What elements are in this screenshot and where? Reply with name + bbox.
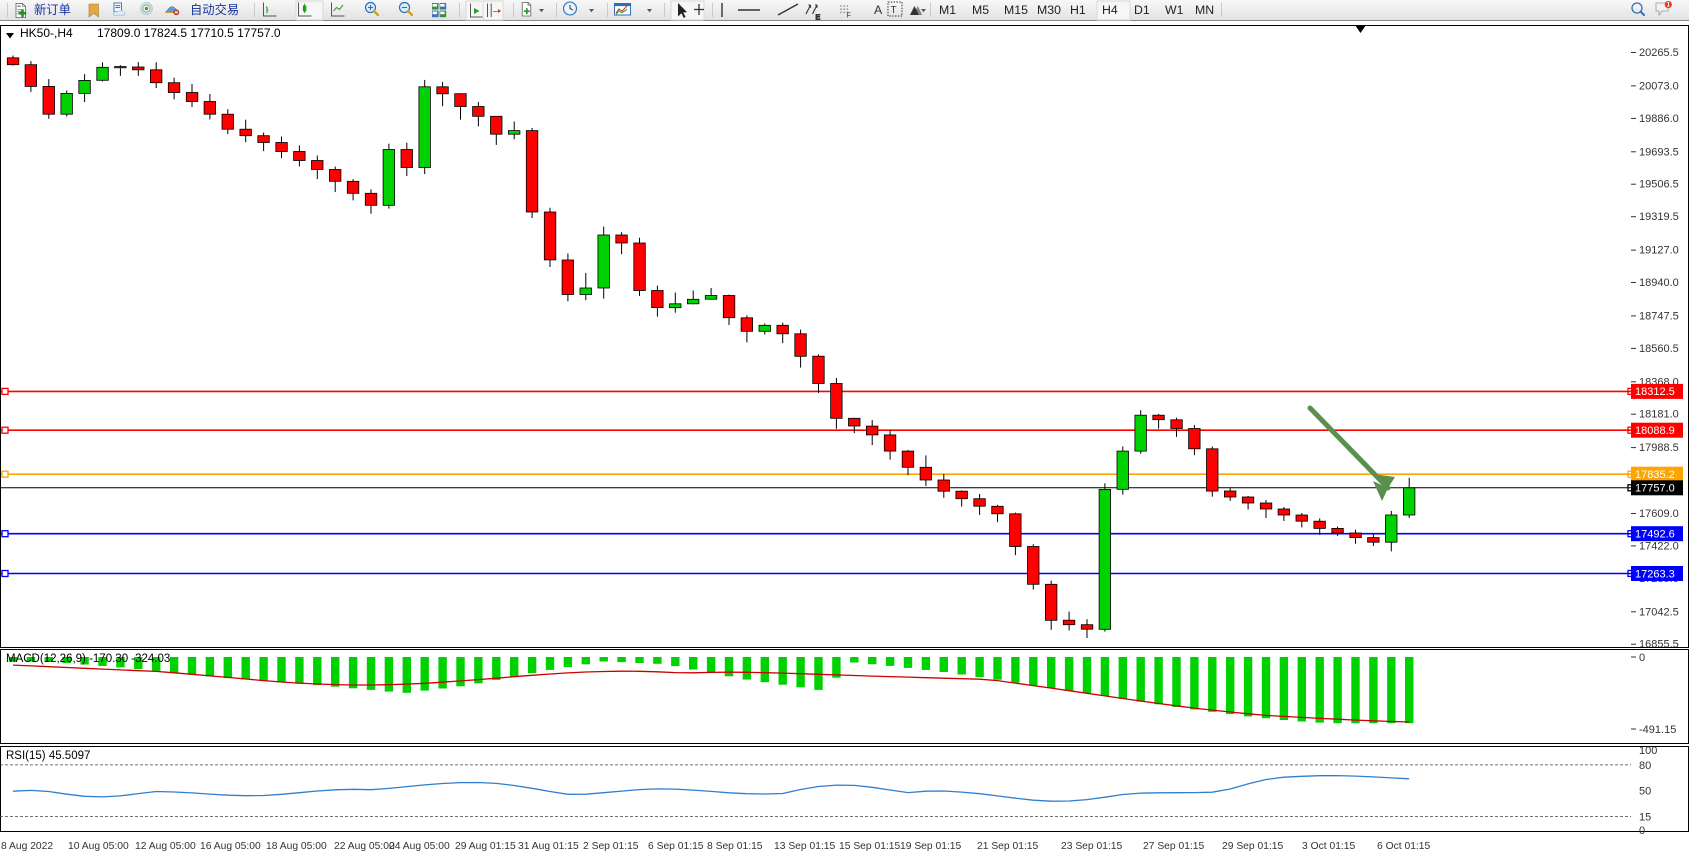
svg-text:12 Aug 05:00: 12 Aug 05:00: [135, 841, 196, 852]
svg-text:H4: H4: [1102, 3, 1118, 17]
svg-text:-491.15: -491.15: [1639, 724, 1676, 736]
svg-text:20073.0: 20073.0: [1639, 80, 1679, 92]
svg-text:M5: M5: [972, 3, 989, 17]
svg-text:W1: W1: [1165, 3, 1184, 17]
svg-text:6 Oct 01:15: 6 Oct 01:15: [1377, 841, 1431, 852]
svg-text:19886.0: 19886.0: [1639, 113, 1679, 125]
svg-text:D1: D1: [1134, 3, 1150, 17]
svg-text:10 Aug 05:00: 10 Aug 05:00: [68, 841, 129, 852]
svg-text:22 Aug 05:00: 22 Aug 05:00: [334, 841, 395, 852]
svg-text:19506.5: 19506.5: [1639, 179, 1679, 191]
svg-text:8 Sep 01:15: 8 Sep 01:15: [707, 841, 763, 852]
svg-text:18 Aug 05:00: 18 Aug 05:00: [266, 841, 327, 852]
svg-text:MN: MN: [1195, 3, 1214, 17]
svg-text:M1: M1: [939, 3, 956, 17]
svg-text:3 Oct 01:15: 3 Oct 01:15: [1302, 841, 1356, 852]
svg-text:0: 0: [1639, 652, 1645, 664]
svg-text:MACD(12,26,9) -170.30 -324.03: MACD(12,26,9) -170.30 -324.03: [6, 653, 170, 665]
svg-text:M15: M15: [1004, 3, 1028, 17]
svg-text:19 Sep 01:15: 19 Sep 01:15: [900, 841, 962, 852]
svg-text:F: F: [847, 13, 851, 20]
svg-text:17492.6: 17492.6: [1635, 529, 1675, 541]
svg-text:19127.0: 19127.0: [1639, 245, 1679, 257]
svg-text:21 Sep 01:15: 21 Sep 01:15: [977, 841, 1039, 852]
svg-text:17835.2: 17835.2: [1635, 469, 1675, 481]
svg-text:18747.5: 18747.5: [1639, 310, 1679, 322]
svg-text:15 Sep 01:15: 15 Sep 01:15: [839, 841, 901, 852]
svg-text:27 Sep 01:15: 27 Sep 01:15: [1143, 841, 1205, 852]
svg-text:31 Aug 01:15: 31 Aug 01:15: [518, 841, 579, 852]
svg-text:80: 80: [1639, 760, 1651, 772]
svg-text:16855.5: 16855.5: [1639, 639, 1679, 651]
svg-text:17809.0 17824.5 17710.5 17757.: 17809.0 17824.5 17710.5 17757.0: [97, 26, 281, 40]
svg-text:19319.5: 19319.5: [1639, 211, 1679, 223]
svg-text:T: T: [891, 5, 897, 16]
svg-text:8 Aug 2022: 8 Aug 2022: [1, 841, 53, 852]
svg-text:17988.5: 17988.5: [1639, 442, 1679, 454]
svg-text:29 Aug 01:15: 29 Aug 01:15: [455, 841, 516, 852]
svg-text:20265.5: 20265.5: [1639, 47, 1679, 59]
svg-text:18560.5: 18560.5: [1639, 343, 1679, 355]
svg-text:17263.3: 17263.3: [1635, 568, 1675, 580]
svg-text:17609.0: 17609.0: [1639, 508, 1679, 520]
svg-text:17422.0: 17422.0: [1639, 540, 1679, 552]
svg-text:6 Sep 01:15: 6 Sep 01:15: [648, 841, 704, 852]
svg-text:0: 0: [1639, 825, 1645, 837]
svg-text:29 Sep 01:15: 29 Sep 01:15: [1222, 841, 1284, 852]
svg-text:18181.0: 18181.0: [1639, 409, 1679, 421]
svg-text:HK50-,H4: HK50-,H4: [20, 26, 73, 40]
svg-text:17042.5: 17042.5: [1639, 606, 1679, 618]
svg-text:13 Sep 01:15: 13 Sep 01:15: [774, 841, 836, 852]
svg-text:A: A: [874, 3, 883, 17]
svg-text:18312.5: 18312.5: [1635, 386, 1675, 398]
svg-text:17757.0: 17757.0: [1635, 483, 1675, 495]
svg-text:15: 15: [1639, 812, 1651, 824]
svg-text:19693.5: 19693.5: [1639, 146, 1679, 158]
svg-text:18088.9: 18088.9: [1635, 425, 1675, 437]
svg-text:H1: H1: [1070, 3, 1086, 17]
svg-text:18940.0: 18940.0: [1639, 277, 1679, 289]
svg-text:自动交易: 自动交易: [190, 2, 239, 17]
svg-text:1: 1: [1667, 1, 1671, 8]
svg-text:E: E: [816, 15, 821, 22]
svg-text:2 Sep 01:15: 2 Sep 01:15: [583, 841, 639, 852]
svg-text:23 Sep 01:15: 23 Sep 01:15: [1061, 841, 1123, 852]
svg-text:50: 50: [1639, 786, 1651, 798]
svg-text:16 Aug 05:00: 16 Aug 05:00: [200, 841, 261, 852]
svg-text:新订单: 新订单: [34, 2, 71, 17]
svg-text:100: 100: [1639, 745, 1657, 757]
svg-text:24 Aug 05:00: 24 Aug 05:00: [389, 841, 450, 852]
svg-text:M30: M30: [1037, 3, 1061, 17]
svg-text:RSI(15) 45.5097: RSI(15) 45.5097: [6, 750, 90, 762]
